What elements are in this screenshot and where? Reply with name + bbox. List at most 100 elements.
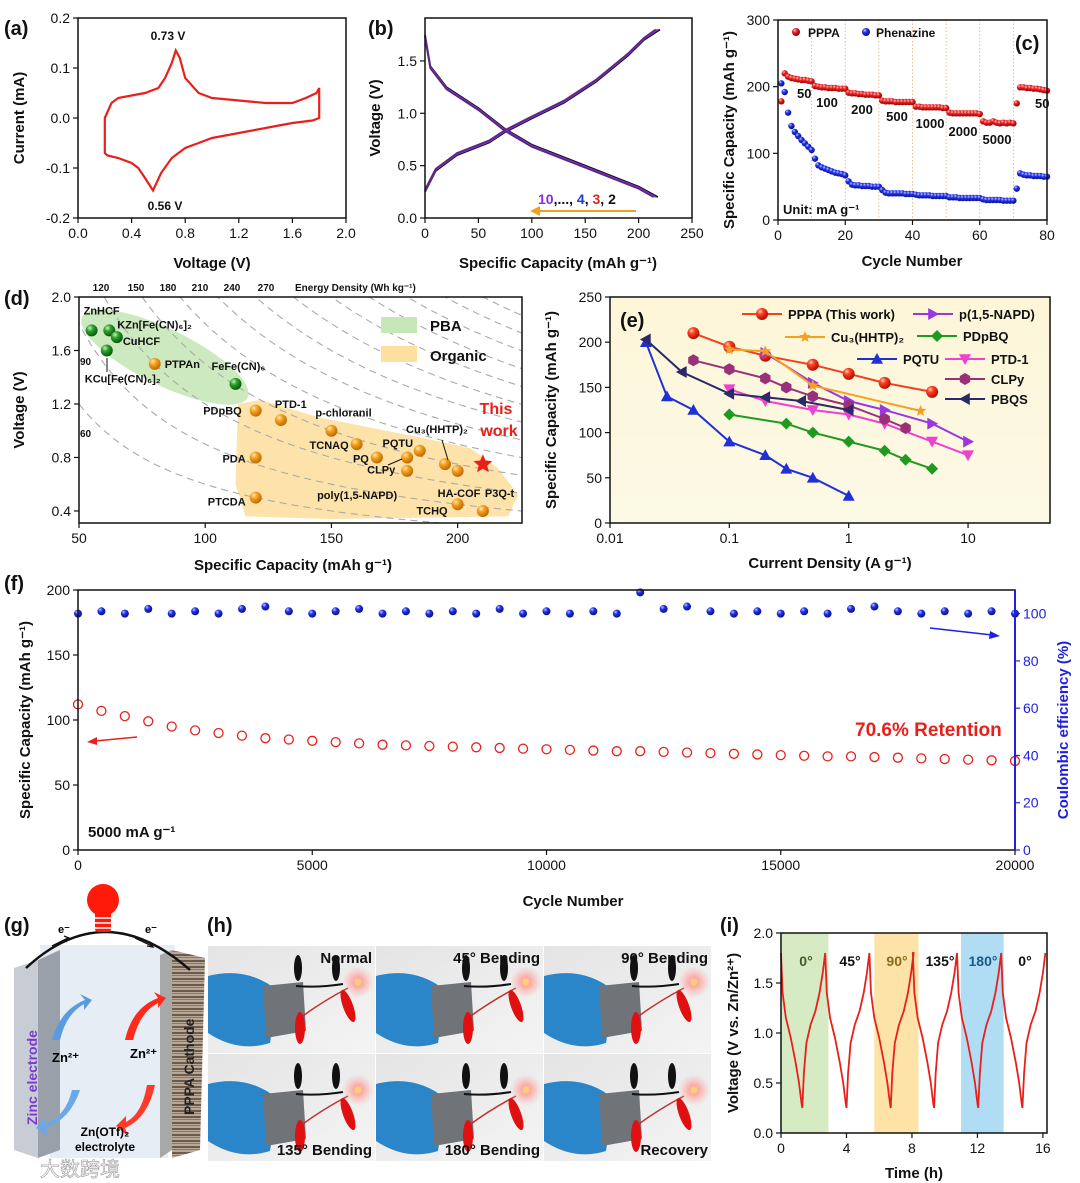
black-clip — [668, 955, 676, 981]
data-point — [879, 413, 890, 425]
x-axis-label: Specific Capacity (mAh g⁻¹) — [194, 557, 392, 574]
series-line — [693, 359, 906, 430]
data-point — [687, 327, 700, 340]
legend-label: p(1,5-NAPD) — [959, 307, 1035, 322]
capacity-point — [752, 749, 763, 760]
data-point — [806, 426, 819, 439]
coulombic-efficiency-point — [659, 604, 668, 613]
data-point — [780, 462, 793, 474]
material-label: poly(1,5-NAPD) — [317, 490, 397, 502]
this-work-star-icon — [473, 454, 493, 473]
x-axis-label: Current Density (A g⁻¹) — [748, 555, 911, 572]
data-point — [962, 450, 974, 462]
cycle-number-label: ,..., — [554, 191, 577, 207]
capacity-point — [845, 751, 857, 762]
x-axis-label: Cycle Number — [862, 253, 963, 270]
data-point — [760, 372, 771, 385]
capacity-point — [494, 742, 505, 754]
x-tick-label: 8 — [908, 1140, 916, 1156]
phenazine-point — [811, 155, 819, 162]
x-tick-label: 5000 — [297, 857, 328, 873]
coulombic-efficiency-point — [800, 607, 809, 616]
coulombic-efficiency-point — [683, 602, 692, 611]
material-label: ZnHCF — [84, 305, 120, 317]
coulombic-efficiency-point — [776, 609, 785, 618]
red-clip — [508, 989, 524, 1023]
led — [355, 1087, 361, 1093]
x-axis-label: Voltage (V) — [173, 255, 250, 272]
electron-label: e⁻ — [145, 924, 157, 936]
black-wire — [463, 983, 512, 988]
red-clip — [463, 1120, 473, 1152]
data-point — [660, 390, 673, 402]
capacity-point — [869, 751, 880, 763]
red-clip — [340, 989, 356, 1023]
coulombic-efficiency-point — [870, 602, 879, 611]
bending-photo: Normal — [208, 946, 375, 1053]
black-wire — [295, 983, 344, 988]
data-point — [687, 404, 700, 415]
energy-density-tick-label: 270 — [258, 283, 275, 294]
energy-density-isoline — [330, 297, 522, 388]
plot-frame — [609, 296, 1051, 524]
x-tick-label: 0.8 — [175, 225, 195, 241]
discharge-curve — [424, 36, 655, 198]
coulombic-efficiency-point — [940, 607, 949, 616]
bending-photo: 180° Bending — [376, 1054, 543, 1161]
material-label: PDpBQ — [203, 406, 242, 418]
legend-swatch — [381, 317, 417, 333]
plot-frame — [78, 296, 523, 524]
y-tick-label: 50 — [586, 470, 602, 486]
x-tick-label: 50 — [71, 530, 87, 546]
x-tick-label: 200 — [446, 530, 470, 546]
x-tick-label: 200 — [627, 225, 651, 241]
glove — [544, 973, 614, 1047]
glove — [376, 973, 446, 1047]
phenazine-point — [778, 80, 785, 87]
energy-density-tick-label: 150 — [128, 283, 145, 294]
y-tick-label: 1.2 — [52, 396, 72, 412]
data-point — [963, 435, 974, 448]
x-tick-label: 0 — [774, 227, 782, 243]
red-wire — [467, 1095, 517, 1127]
panel-label-h: (h) — [207, 915, 233, 937]
phenazine-point — [784, 109, 792, 116]
coulombic-efficiency-point — [823, 609, 832, 618]
pppa-point — [942, 104, 950, 112]
y-tick-label: -0.2 — [46, 210, 70, 226]
data-point — [842, 435, 855, 448]
arrow-left-icon — [87, 737, 97, 745]
legend-label: PTD-1 — [991, 352, 1029, 367]
x-tick-label: 150 — [574, 225, 598, 241]
energy-density-tick-label: 60 — [80, 429, 92, 440]
data-point — [806, 358, 819, 371]
data-point — [926, 462, 939, 475]
pppa-point — [1010, 120, 1017, 127]
capacity-point — [822, 751, 833, 762]
energy-density-tick-label: 120 — [93, 283, 110, 294]
series-6 — [688, 354, 911, 435]
coulombic-efficiency-point — [847, 604, 856, 613]
legend-marker — [931, 330, 943, 342]
cycle-number-label: 3 — [593, 191, 601, 207]
capacity-point — [705, 748, 716, 759]
energy-density-tick-label: 240 — [224, 283, 241, 294]
data-point — [780, 417, 793, 430]
red-clip — [508, 1097, 524, 1131]
y-tick-label: 1.0 — [754, 1025, 774, 1041]
data-point — [900, 422, 911, 435]
y-tick-label: 200 — [579, 334, 603, 350]
y-axis-label: Current (mA) — [11, 72, 28, 165]
zn-ion-label: Zn²⁺ — [52, 1050, 79, 1065]
top-axis-label: Energy Density (Wh kg⁻¹) — [295, 283, 416, 294]
capacity-point — [307, 735, 318, 746]
bending-angle-label: 0° — [1018, 953, 1031, 969]
electron-arrow-icon — [134, 937, 155, 948]
material-point — [413, 444, 426, 457]
y-tick-label: 100 — [747, 145, 771, 161]
coulombic-efficiency-point — [308, 609, 317, 618]
black-wire — [631, 1091, 680, 1096]
legend-marker — [959, 373, 971, 385]
